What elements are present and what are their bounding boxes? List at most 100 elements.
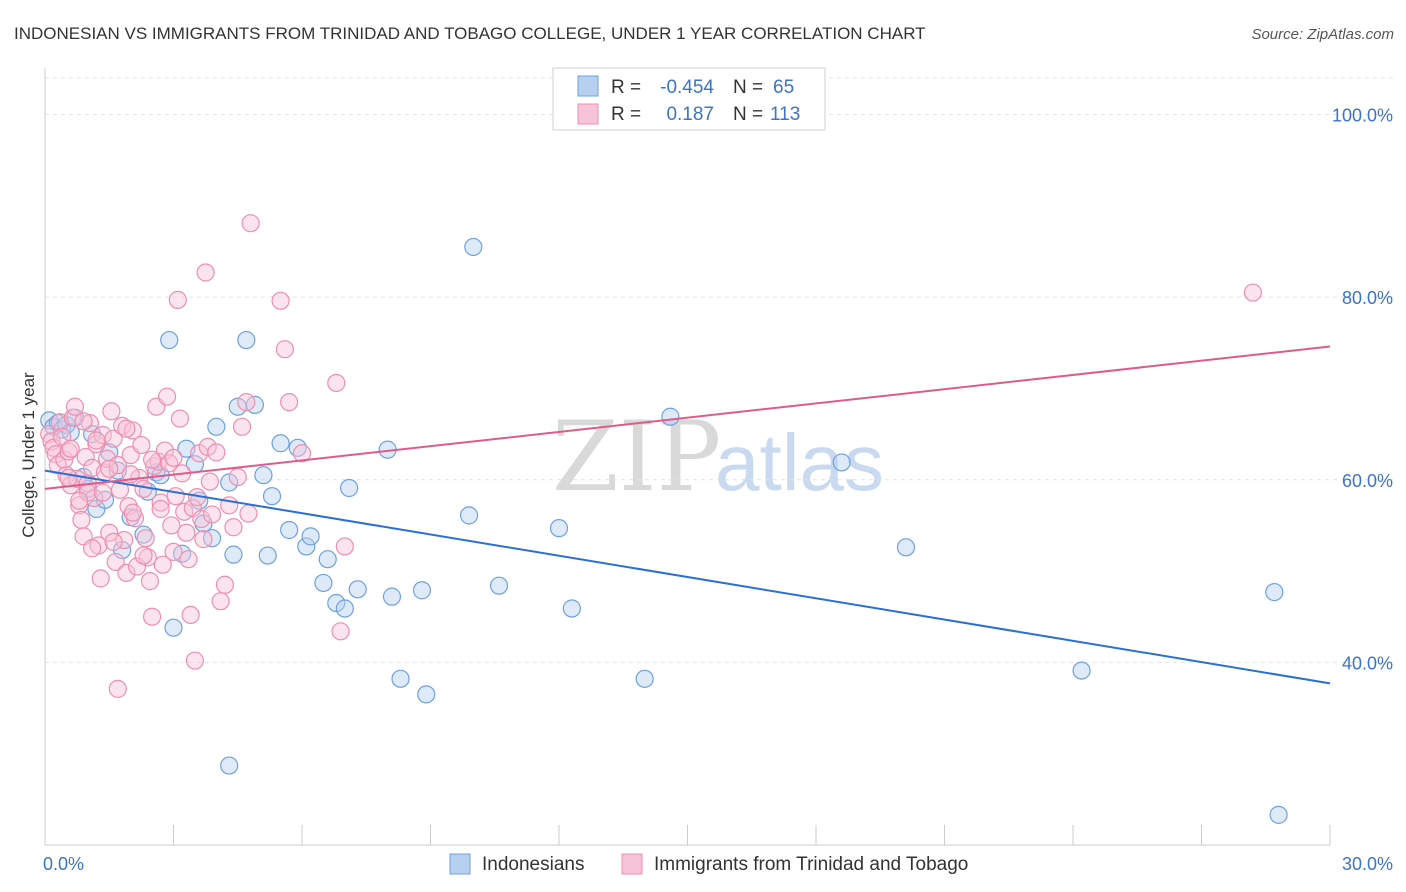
scatter-point	[635, 669, 654, 688]
scatter-point	[254, 466, 273, 485]
scatter-point	[211, 592, 230, 611]
scatter-point	[136, 529, 155, 548]
scatter-point	[104, 532, 123, 551]
scatter-point	[59, 442, 78, 461]
legend-swatch-indonesians	[577, 75, 599, 97]
scatter-point	[151, 493, 170, 512]
scatter-point	[151, 499, 170, 519]
scatter-point	[74, 412, 93, 431]
scatter-point	[87, 431, 106, 450]
gridlines	[45, 77, 1393, 663]
scatter-point	[1243, 283, 1263, 302]
scatter-point	[391, 669, 410, 688]
scatter-point	[464, 237, 483, 257]
scatter-point	[123, 421, 142, 440]
correlation-legend: R = -0.454 N = 65 R = 0.187 N = 113	[552, 67, 826, 131]
scatter-point	[117, 419, 136, 438]
legend-n-label-1: N =	[733, 104, 763, 125]
legend-n-value-0: 65	[773, 77, 794, 98]
x-tick-label-max: 30.0%	[1342, 854, 1393, 874]
scatter-point	[832, 453, 851, 472]
scatter-point	[207, 443, 226, 462]
scatter-point	[196, 263, 215, 282]
scatter-point	[140, 572, 160, 591]
scatter-point	[489, 576, 509, 595]
scatter-point	[220, 756, 239, 775]
scatter-point	[185, 651, 205, 670]
legend-n-value-1: 113	[770, 104, 800, 125]
scatter-point	[271, 434, 290, 453]
scatter-point	[106, 552, 125, 572]
scatter-point	[162, 516, 181, 535]
axes	[44, 68, 1331, 846]
x-tick-label-min: 0.0%	[43, 854, 84, 874]
scatter-point	[177, 523, 196, 542]
y-tick-label: 60.0%	[1342, 471, 1393, 491]
scatter-point	[280, 393, 299, 412]
scatter-point	[70, 496, 89, 515]
bottom-legend-swatch-indonesians	[449, 853, 471, 875]
trend-line-indonesians	[44, 469, 1331, 685]
scatter-point	[117, 563, 136, 582]
scatter-point	[340, 478, 359, 498]
scatter-point	[258, 546, 277, 565]
scatter-point	[142, 450, 162, 469]
scatter-point	[228, 467, 247, 487]
y-tick-label: 40.0%	[1342, 653, 1393, 673]
scatter-point	[80, 414, 100, 433]
scatter-point	[134, 546, 153, 565]
scatter-point	[271, 291, 290, 310]
scatter-point	[65, 397, 85, 416]
scatter-point	[335, 537, 354, 556]
bottom-legend-swatch-trinidad-tobago	[621, 853, 643, 875]
scatter-point	[224, 545, 243, 564]
scatter-point	[202, 505, 222, 524]
scatter-point	[59, 468, 78, 488]
scatter-point	[93, 483, 112, 502]
scatter-point	[76, 447, 95, 467]
scatter-point	[239, 504, 258, 523]
scatter-point	[237, 393, 256, 412]
legend-r-label-1: R =	[611, 104, 641, 125]
scatter-point	[164, 542, 183, 561]
scatter-point	[280, 520, 299, 540]
scatter-point	[262, 487, 282, 506]
chart-source: Source: ZipAtlas.com	[1251, 26, 1394, 43]
y-axis-label: College, Under 1 year	[19, 372, 38, 538]
scatter-point	[157, 387, 177, 406]
scatter-point	[318, 550, 337, 569]
scatter-point	[301, 527, 320, 546]
scatter-point	[72, 510, 91, 530]
scatter-point	[200, 472, 220, 491]
scatter-point	[327, 373, 346, 393]
legend-r-value-1: 0.187	[666, 104, 714, 125]
scatter-point	[896, 538, 916, 557]
scatter-point	[70, 491, 89, 510]
scatter-point	[412, 581, 432, 600]
watermark-atlas: atlas	[715, 418, 884, 507]
scatter-point	[335, 599, 354, 618]
scatter-point	[102, 402, 121, 421]
scatter-point	[160, 330, 179, 350]
scatter-point	[241, 214, 260, 233]
watermark-zip: ZIP	[552, 401, 721, 513]
scatter-point	[61, 439, 80, 458]
legend-r-label-0: R =	[611, 77, 641, 98]
scatter-point	[179, 550, 198, 569]
legend-r-value-0: -0.454	[660, 77, 714, 98]
scatter-point	[331, 622, 350, 641]
scatter-point	[275, 340, 294, 359]
scatter-point	[549, 519, 569, 538]
trend-line-trinidad-tobago	[44, 345, 1331, 490]
series-trinidad-tobago	[40, 214, 1263, 698]
scatter-point	[83, 539, 102, 558]
scatter-point	[348, 580, 367, 599]
scatter-point	[232, 417, 252, 436]
y-tick-label: 100.0%	[1332, 106, 1393, 126]
scatter-point	[166, 487, 185, 506]
scatter-point	[100, 523, 119, 542]
y-tick-labels: 40.0% 60.0% 80.0% 100.0%	[1332, 106, 1393, 674]
chart-title: INDONESIAN VS IMMIGRANTS FROM TRINIDAD A…	[14, 24, 926, 43]
scatter-point	[417, 685, 436, 704]
